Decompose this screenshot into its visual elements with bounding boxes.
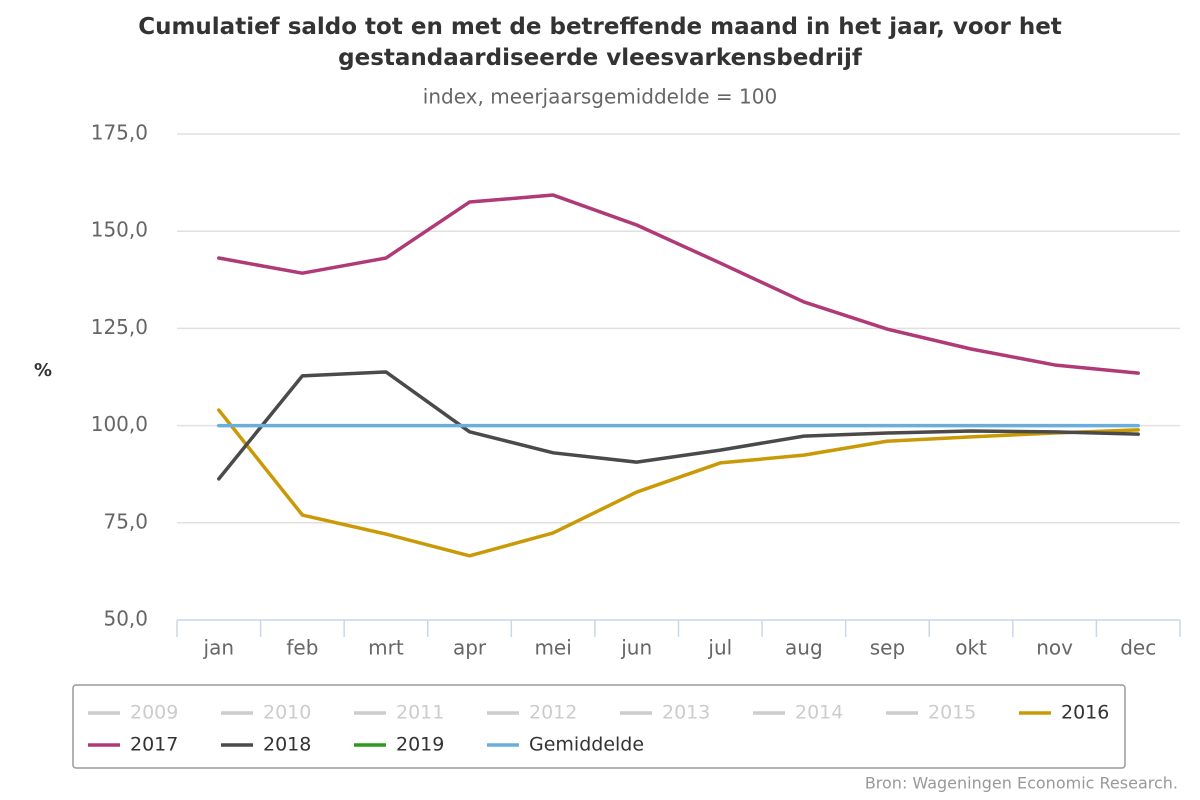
legend-label: Gemiddelde [529,734,644,756]
y-tick-label: 100,0 [91,412,148,436]
y-tick-label: 50,0 [103,607,148,631]
y-tick-label: 150,0 [91,218,148,242]
y-tick-label: 75,0 [103,509,148,533]
legend-label: 2017 [130,734,178,756]
series-line [217,408,1140,558]
x-tick-label: jan [203,636,235,660]
legend-label: 2010 [263,702,311,724]
legend-label: 2009 [130,702,178,724]
series-line [217,193,1140,375]
legend-label: 2014 [795,702,843,724]
chart-title: Cumulatief saldo tot en met de betreffen… [138,14,1062,71]
x-tick-label: dec [1120,636,1156,660]
y-tick-label: 125,0 [91,315,148,339]
x-tick-label: aug [785,636,823,660]
legend-label: 2019 [396,734,444,756]
x-tick-label: nov [1036,636,1073,660]
legend-label: 2011 [396,702,444,724]
legend-label: 2013 [662,702,710,724]
y-tick-label: 175,0 [91,121,148,145]
x-tick-label: mei [534,636,571,660]
series-line [217,370,1140,481]
x-tick-label: apr [453,636,487,660]
legend-label: 2015 [928,702,976,724]
legend-box [72,684,1126,769]
source-note: Bron: Wageningen Economic Research. [865,774,1178,793]
x-tick-label: okt [955,636,987,660]
x-tick-label: jun [620,636,652,660]
x-tick-label: mrt [368,636,404,660]
x-tick-label: feb [286,636,318,660]
y-axis-label: % [34,360,52,381]
legend-label: 2016 [1061,702,1109,724]
legend-label: 2018 [263,734,311,756]
x-tick-label: jul [707,636,732,660]
x-tick-label: sep [870,636,905,660]
chart-subtitle: index, meerjaarsgemiddelde = 100 [423,85,777,109]
legend-label: 2012 [529,702,577,724]
